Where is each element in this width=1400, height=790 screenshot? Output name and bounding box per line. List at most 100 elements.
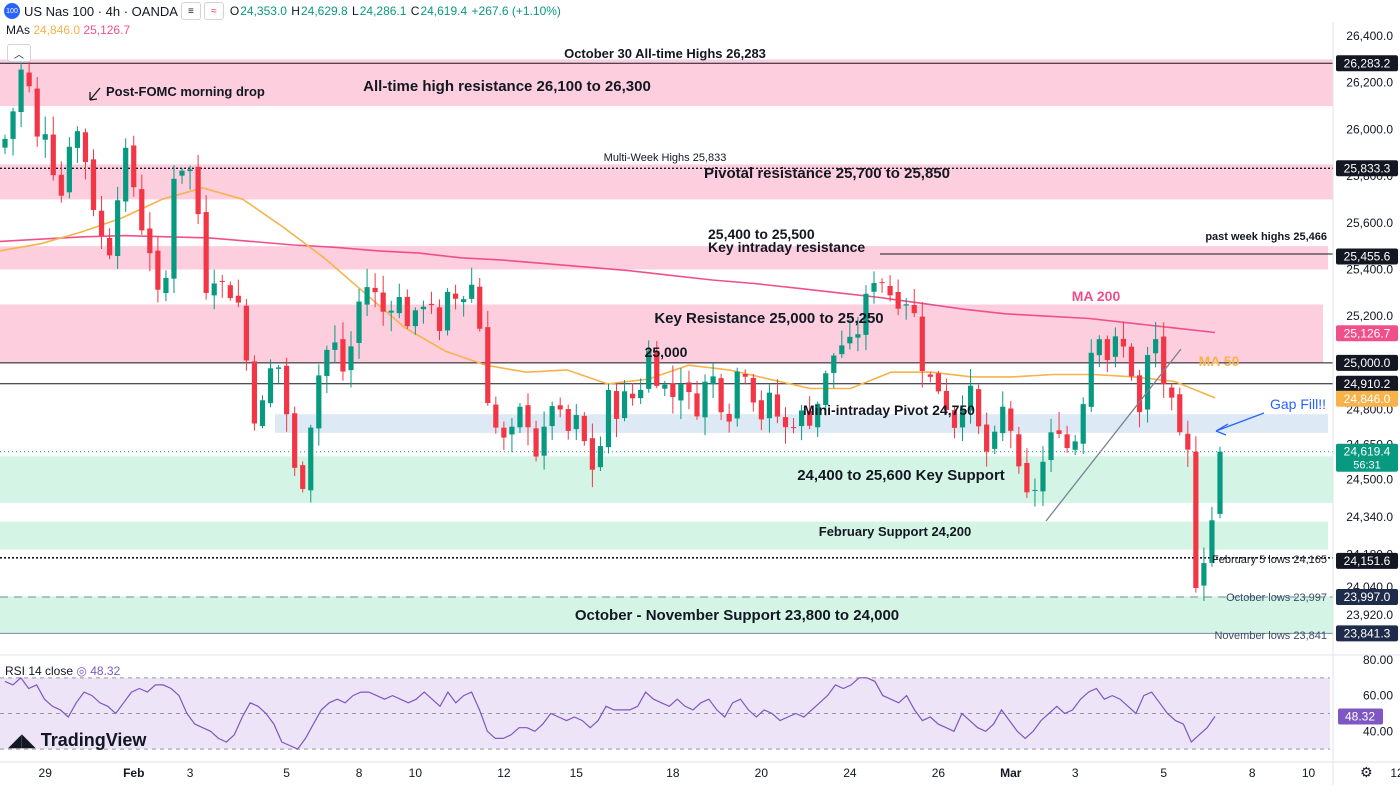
candle-151 (1217, 451, 1223, 514)
candle-90 (726, 413, 732, 422)
candle-128 (1032, 489, 1038, 491)
y-tick-label-2: 26,000.0 (1346, 122, 1393, 136)
candle-134 (1080, 404, 1086, 444)
candle-25 (203, 212, 209, 293)
annotation-octnov: October - November Support 23,800 to 24,… (575, 607, 899, 624)
annotation-ma50: MA 50 (1199, 353, 1240, 369)
candle-53 (428, 303, 435, 306)
candle-109 (879, 282, 885, 284)
x-tick-label-11: 26 (932, 766, 946, 780)
candle-14 (115, 200, 121, 257)
annotation-gapfill: Gap Fill!! (1270, 396, 1326, 412)
candle-114 (919, 316, 925, 372)
price-tag-bg-7 (1336, 443, 1398, 472)
price-tag-bg-4 (1336, 354, 1398, 371)
candle-95 (766, 392, 773, 419)
price-tag-bg-3 (1336, 325, 1398, 342)
candle-148 (1193, 451, 1199, 589)
candle-133 (1072, 441, 1078, 450)
rsi-tick-2: 40.00 (1363, 724, 1393, 738)
candle-144 (1161, 336, 1167, 385)
candle-10 (82, 132, 89, 163)
candle-99 (798, 410, 805, 427)
ma50-line (0, 186, 1216, 399)
candle-34 (275, 367, 282, 369)
ohlc-values: O24,353.0 H24,629.8 L24,286.1 C24,619.4 … (229, 4, 561, 18)
compare-icon[interactable]: ≈ (203, 2, 224, 20)
candle-118 (951, 410, 958, 428)
price-tag-bg-1 (1336, 160, 1398, 177)
zone-7 (0, 596, 1333, 634)
price-tag-6: 24,846.0 (1344, 392, 1391, 406)
annotation-oct30_high: October 30 All-time Highs 26,283 (564, 46, 766, 61)
candle-116 (935, 373, 941, 392)
price-tag-7: 24,619.4 (1344, 445, 1391, 459)
candle-83 (670, 383, 676, 397)
candle-67 (541, 426, 547, 456)
candle-22 (179, 170, 185, 176)
candle-17 (139, 189, 145, 231)
price-tag-bg-10 (1336, 625, 1398, 642)
symbol-title[interactable]: US Nas 100 · 4h · OANDA (24, 3, 178, 19)
candle-61 (493, 404, 499, 428)
candle-52 (420, 306, 427, 310)
rsi-tick-0: 80.00 (1363, 653, 1393, 667)
candle-64 (517, 406, 523, 428)
x-tick-label-13: 3 (1072, 766, 1079, 780)
candle-100 (807, 410, 813, 426)
candle-57 (461, 299, 467, 303)
candle-140 (1128, 346, 1135, 377)
candle-117 (943, 390, 950, 411)
candle-127 (1024, 462, 1030, 493)
symbol-logo[interactable]: 100 (4, 3, 20, 19)
candle-13 (107, 237, 113, 256)
candle-79 (638, 389, 644, 399)
annotation-level_25000: 25,000 (645, 344, 688, 360)
annotation-fomc: Post-FOMC morning drop (106, 84, 265, 99)
candle-3 (26, 72, 32, 87)
tradingview-logo[interactable]: ◢◣ TradingView (8, 730, 147, 750)
candle-37 (300, 465, 306, 489)
candle-60 (485, 327, 491, 403)
candle-143 (1153, 339, 1159, 354)
rsi-legend[interactable]: RSI 14 close ◎ 48.32 (5, 664, 121, 678)
candle-145 (1169, 387, 1175, 398)
ma-legend[interactable]: MAs 24,846.0 25,126.7 (6, 23, 131, 37)
candle-130 (1048, 432, 1054, 461)
collapse-legend-button[interactable]: ︿ (7, 44, 31, 62)
y-tick-label-14: 23,920.0 (1346, 608, 1393, 622)
candle-32 (259, 400, 266, 427)
indicator-menu-icon[interactable]: ≡ (180, 2, 201, 20)
candle-129 (1040, 461, 1046, 492)
settings-gear-icon[interactable]: ⚙ (1360, 764, 1373, 780)
candle-107 (863, 293, 869, 335)
candle-103 (831, 355, 837, 373)
price-tag-bg-8 (1336, 552, 1398, 569)
candle-120 (967, 385, 974, 411)
candle-15 (123, 147, 129, 202)
x-tick-label-5: 10 (409, 766, 423, 780)
candle-137 (1104, 339, 1110, 360)
annotation-key_res: Key Resistance 25,000 to 25,250 (654, 310, 883, 327)
rsi-tag: 48.32 (1345, 709, 1375, 723)
candle-106 (855, 334, 861, 338)
candle-80 (646, 350, 652, 389)
annotation-feb5: February 5 lows 24,165 (1212, 554, 1327, 566)
candle-6 (50, 134, 56, 176)
candle-68 (549, 406, 555, 427)
candle-125 (1008, 408, 1014, 431)
candle-74 (597, 446, 604, 468)
candle-126 (1016, 434, 1022, 467)
rsi-value: 48.32 (90, 664, 121, 678)
price-tag-bg-9 (1336, 589, 1398, 606)
price-tag-9: 23,997.0 (1344, 590, 1391, 604)
tradingview-logo-icon: ◢◣ (8, 730, 41, 750)
candle-62 (501, 427, 507, 438)
annotation-multiweek: Multi-Week Highs 25,833 (604, 152, 727, 164)
candle-18 (147, 228, 153, 254)
y-tick-label-11: 24,340.0 (1346, 510, 1393, 524)
chart-header: 100 US Nas 100 · 4h · OANDA ≡ ≈ O24,353.… (0, 0, 562, 22)
x-tick-label-8: 18 (666, 766, 680, 780)
